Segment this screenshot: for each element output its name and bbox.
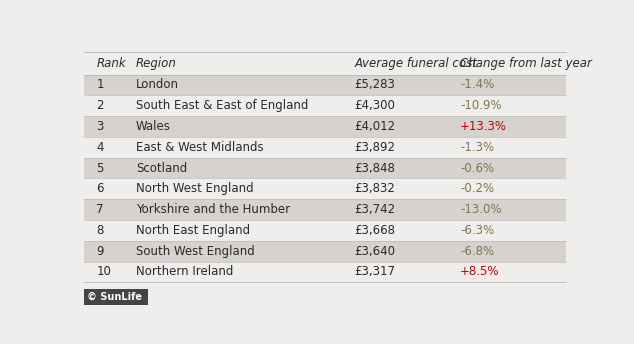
Text: Scotland: Scotland	[136, 162, 187, 174]
Text: Region: Region	[136, 57, 177, 70]
Text: -1.4%: -1.4%	[460, 78, 495, 92]
Text: 2: 2	[96, 99, 104, 112]
Bar	[84, 52, 566, 75]
Text: £3,668: £3,668	[354, 224, 396, 237]
Text: 10: 10	[96, 266, 112, 278]
Text: 7: 7	[96, 203, 104, 216]
Bar	[84, 199, 566, 220]
Bar	[84, 261, 566, 282]
Text: 3: 3	[96, 120, 104, 133]
Text: 6: 6	[96, 182, 104, 195]
Text: London: London	[136, 78, 179, 92]
Bar	[84, 289, 148, 305]
Text: 9: 9	[96, 245, 104, 258]
Text: £3,892: £3,892	[354, 141, 396, 154]
Text: South East & East of England: South East & East of England	[136, 99, 308, 112]
Text: £3,742: £3,742	[354, 203, 396, 216]
Text: -6.3%: -6.3%	[460, 224, 494, 237]
Text: Change from last year: Change from last year	[460, 57, 592, 70]
Text: 8: 8	[96, 224, 104, 237]
Text: £4,300: £4,300	[354, 99, 395, 112]
Text: Rank: Rank	[96, 57, 126, 70]
Text: 1: 1	[96, 78, 104, 92]
Text: -0.2%: -0.2%	[460, 182, 494, 195]
Text: Yorkshire and the Humber: Yorkshire and the Humber	[136, 203, 290, 216]
Text: -13.0%: -13.0%	[460, 203, 501, 216]
Text: North West England: North West England	[136, 182, 254, 195]
Text: -10.9%: -10.9%	[460, 99, 501, 112]
Text: -1.3%: -1.3%	[460, 141, 494, 154]
Text: £4,012: £4,012	[354, 120, 396, 133]
Text: £5,283: £5,283	[354, 78, 395, 92]
Bar	[84, 95, 566, 116]
Text: £3,832: £3,832	[354, 182, 395, 195]
Bar	[84, 241, 566, 261]
Bar	[84, 137, 566, 158]
Bar	[84, 220, 566, 241]
Text: © SunLife: © SunLife	[87, 292, 141, 302]
Text: South West England: South West England	[136, 245, 254, 258]
Text: Northern Ireland: Northern Ireland	[136, 266, 233, 278]
Text: -6.8%: -6.8%	[460, 245, 494, 258]
Text: Average funeral cost: Average funeral cost	[354, 57, 477, 70]
Text: £3,848: £3,848	[354, 162, 395, 174]
Text: North East England: North East England	[136, 224, 250, 237]
Text: 4: 4	[96, 141, 104, 154]
Text: £3,640: £3,640	[354, 245, 396, 258]
Text: +8.5%: +8.5%	[460, 266, 500, 278]
Text: 5: 5	[96, 162, 104, 174]
Bar	[84, 75, 566, 95]
Text: East & West Midlands: East & West Midlands	[136, 141, 263, 154]
Bar	[84, 179, 566, 199]
Bar	[84, 158, 566, 179]
Text: £3,317: £3,317	[354, 266, 396, 278]
Bar	[84, 116, 566, 137]
Text: -0.6%: -0.6%	[460, 162, 494, 174]
Text: +13.3%: +13.3%	[460, 120, 507, 133]
Text: Wales: Wales	[136, 120, 171, 133]
